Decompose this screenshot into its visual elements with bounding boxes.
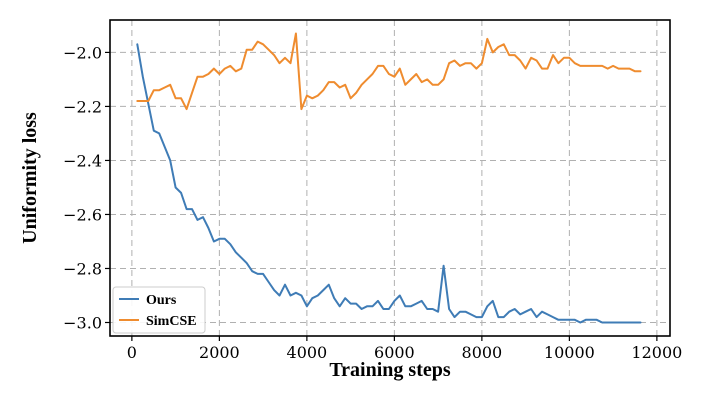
y-tick-label: −2.6 <box>63 205 102 224</box>
x-tick-label: 4000 <box>287 343 328 362</box>
x-tick-label: 12000 <box>631 343 682 362</box>
x-tick-label: 0 <box>127 343 137 362</box>
x-axis-label: Training steps <box>329 359 451 381</box>
x-tick-label: 10000 <box>544 343 595 362</box>
x-tick-label: 2000 <box>199 343 240 362</box>
x-tick-label: 6000 <box>374 343 415 362</box>
plot-area-frame <box>109 19 671 337</box>
y-tick-label: −2.0 <box>63 43 102 62</box>
series-line-ours <box>136 43 642 324</box>
legend: Ours SimCSE <box>112 286 206 334</box>
y-tick-label: −2.8 <box>63 259 102 278</box>
legend-label-ours: Ours <box>146 293 177 308</box>
y-tick-label: −3.0 <box>63 313 102 332</box>
x-tick-label: 8000 <box>462 343 503 362</box>
tick-labels: 0 2000 4000 6000 8000 10000 12000 −3.0 −2.8 −2.6 −… <box>63 43 682 362</box>
axis-ticks <box>105 51 658 341</box>
y-axis-label: Uniformity loss <box>19 112 41 244</box>
series-lines <box>136 32 642 324</box>
y-tick-label: −2.4 <box>63 151 102 170</box>
y-tick-label: −2.2 <box>63 97 102 116</box>
legend-label-simcse: SimCSE <box>146 314 197 329</box>
grid-lines <box>110 20 670 336</box>
series-line-simcse <box>136 32 642 111</box>
